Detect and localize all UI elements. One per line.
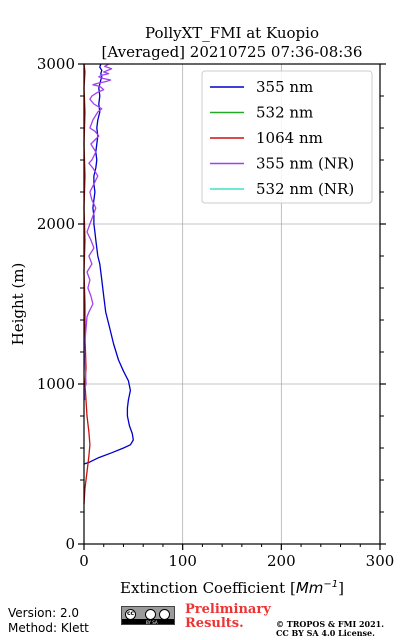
cc-license-badge: cc BY SA bbox=[121, 606, 175, 625]
license-bar-text: BY SA bbox=[146, 620, 158, 625]
legend-entry: 355 nm bbox=[256, 78, 313, 96]
copyright-line1: © TROPOS & FMI 2021. bbox=[276, 619, 385, 629]
footer-info: Version: 2.0 Method: Klett bbox=[8, 606, 89, 636]
legend-entry: 1064 nm bbox=[256, 129, 323, 147]
y-tick-label: 3000 bbox=[37, 55, 75, 73]
preliminary-line1: Preliminary bbox=[185, 602, 271, 617]
method-text: Method: Klett bbox=[8, 621, 89, 635]
series-line-355-nm-nr- bbox=[83, 63, 113, 401]
y-tick-labels: 0 1000 2000 3000 bbox=[37, 55, 75, 553]
extinction-profile-chart: PollyXT_FMI at Kuopio [Averaged] 2021072… bbox=[9, 24, 394, 597]
version-text: Version: 2.0 bbox=[8, 606, 80, 620]
y-tick-label: 0 bbox=[65, 535, 75, 553]
x-tick-label: 100 bbox=[168, 552, 197, 570]
copyright-notice: © TROPOS & FMI 2021. CC BY SA 4.0 Licens… bbox=[276, 620, 384, 638]
series-line-355-nm bbox=[83, 63, 134, 465]
chart-subtitle: [Averaged] 20210725 07:36-08:36 bbox=[102, 43, 363, 61]
plot-frame bbox=[83, 63, 381, 545]
series-layer bbox=[83, 63, 134, 505]
preliminary-line2: Results. bbox=[185, 616, 244, 631]
y-tick-label: 1000 bbox=[37, 375, 75, 393]
legend-box bbox=[201, 70, 373, 204]
legend-entry: 355 nm (NR) bbox=[256, 155, 354, 173]
legend: 355 nm 532 nm 1064 nm 355 nm (NR) 532 nm (NR… bbox=[201, 70, 373, 204]
x-tick-labels: 0 100 200 300 bbox=[79, 552, 394, 570]
axis-ticks bbox=[78, 63, 386, 550]
copyright-line2: CC BY SA 4.0 License. bbox=[276, 628, 375, 638]
x-tick-label: 200 bbox=[267, 552, 296, 570]
x-tick-label: 0 bbox=[79, 552, 89, 570]
y-axis-label: Height (m) bbox=[9, 263, 27, 346]
legend-entry: 532 nm (NR) bbox=[256, 180, 354, 198]
y-tick-label: 2000 bbox=[37, 215, 75, 233]
x-tick-label: 300 bbox=[366, 552, 395, 570]
x-axis-label: Extinction Coefficient [Mm−1] bbox=[120, 579, 344, 597]
preliminary-notice: Preliminary Results. bbox=[185, 603, 271, 631]
license-bar bbox=[122, 619, 174, 624]
legend-entry: 532 nm bbox=[256, 104, 313, 122]
chart-title: PollyXT_FMI at Kuopio bbox=[145, 24, 319, 42]
